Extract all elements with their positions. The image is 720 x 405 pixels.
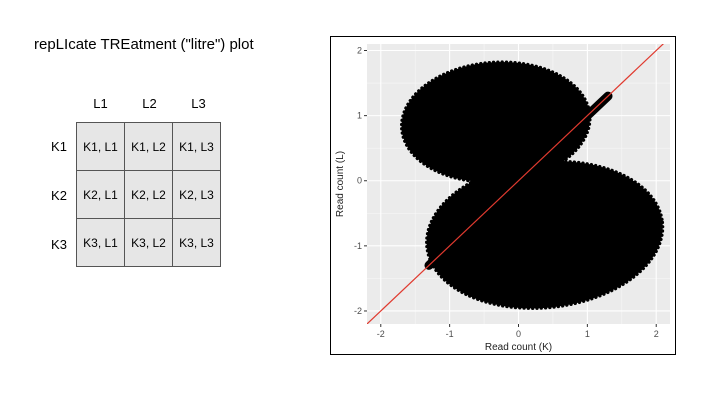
grid-cell-k2-l1: K2, L1 — [77, 171, 125, 219]
grid-cell-k1-l3: K1, L3 — [173, 123, 221, 171]
reference-line — [367, 44, 664, 324]
x-tick-label: 1 — [585, 329, 590, 339]
y-tick-label: 1 — [357, 111, 362, 121]
y-tick-label: -1 — [354, 241, 362, 251]
grid-cells: K1, L1 K1, L2 K1, L3 K2, L1 K2, L2 K2, L… — [76, 122, 221, 267]
grid-cell-k2-l3: K2, L3 — [173, 171, 221, 219]
row-header-k3: K3 — [51, 237, 67, 252]
row-header-k2: K2 — [51, 188, 67, 203]
y-axis-ticks: -2 -1 0 1 2 — [354, 46, 367, 316]
x-tick-label: -1 — [446, 329, 454, 339]
column-header-l2: L2 — [142, 96, 157, 111]
grid-column-headers: L1 L2 L3 — [76, 96, 226, 114]
x-axis-ticks: -2 -1 0 1 2 — [377, 324, 659, 339]
slide-title: repLIcate TREatment ("litre") plot — [34, 36, 254, 53]
grid-cell-k2-l2: K2, L2 — [125, 171, 173, 219]
scatter-plot: -2 -1 0 1 2 -2 -1 0 1 2 Read count (K) Read coun… — [335, 44, 670, 353]
x-axis-label: Read count (K) — [485, 342, 552, 353]
grid-cell-k1-l1: K1, L1 — [77, 123, 125, 171]
column-header-l1: L1 — [93, 96, 108, 111]
grid-cell-k3-l3: K3, L3 — [173, 219, 221, 267]
y-axis-label: Read count (L) — [335, 151, 346, 217]
x-tick-label: 0 — [516, 329, 521, 339]
y-tick-label: 0 — [357, 176, 362, 186]
scatter-plot-frame: -2 -1 0 1 2 -2 -1 0 1 2 Read count (K) Read coun… — [330, 36, 676, 355]
grid-cell-k1-l2: K1, L2 — [125, 123, 173, 171]
grid-cell-k3-l1: K3, L1 — [77, 219, 125, 267]
x-tick-label: -2 — [377, 329, 385, 339]
column-header-l3: L3 — [191, 96, 206, 111]
grid-cell-k3-l2: K3, L2 — [125, 219, 173, 267]
point-clouds — [399, 60, 665, 310]
y-tick-label: 2 — [357, 46, 362, 56]
row-header-k1: K1 — [51, 139, 67, 154]
y-tick-label: -2 — [354, 306, 362, 316]
x-tick-label: 2 — [654, 329, 659, 339]
